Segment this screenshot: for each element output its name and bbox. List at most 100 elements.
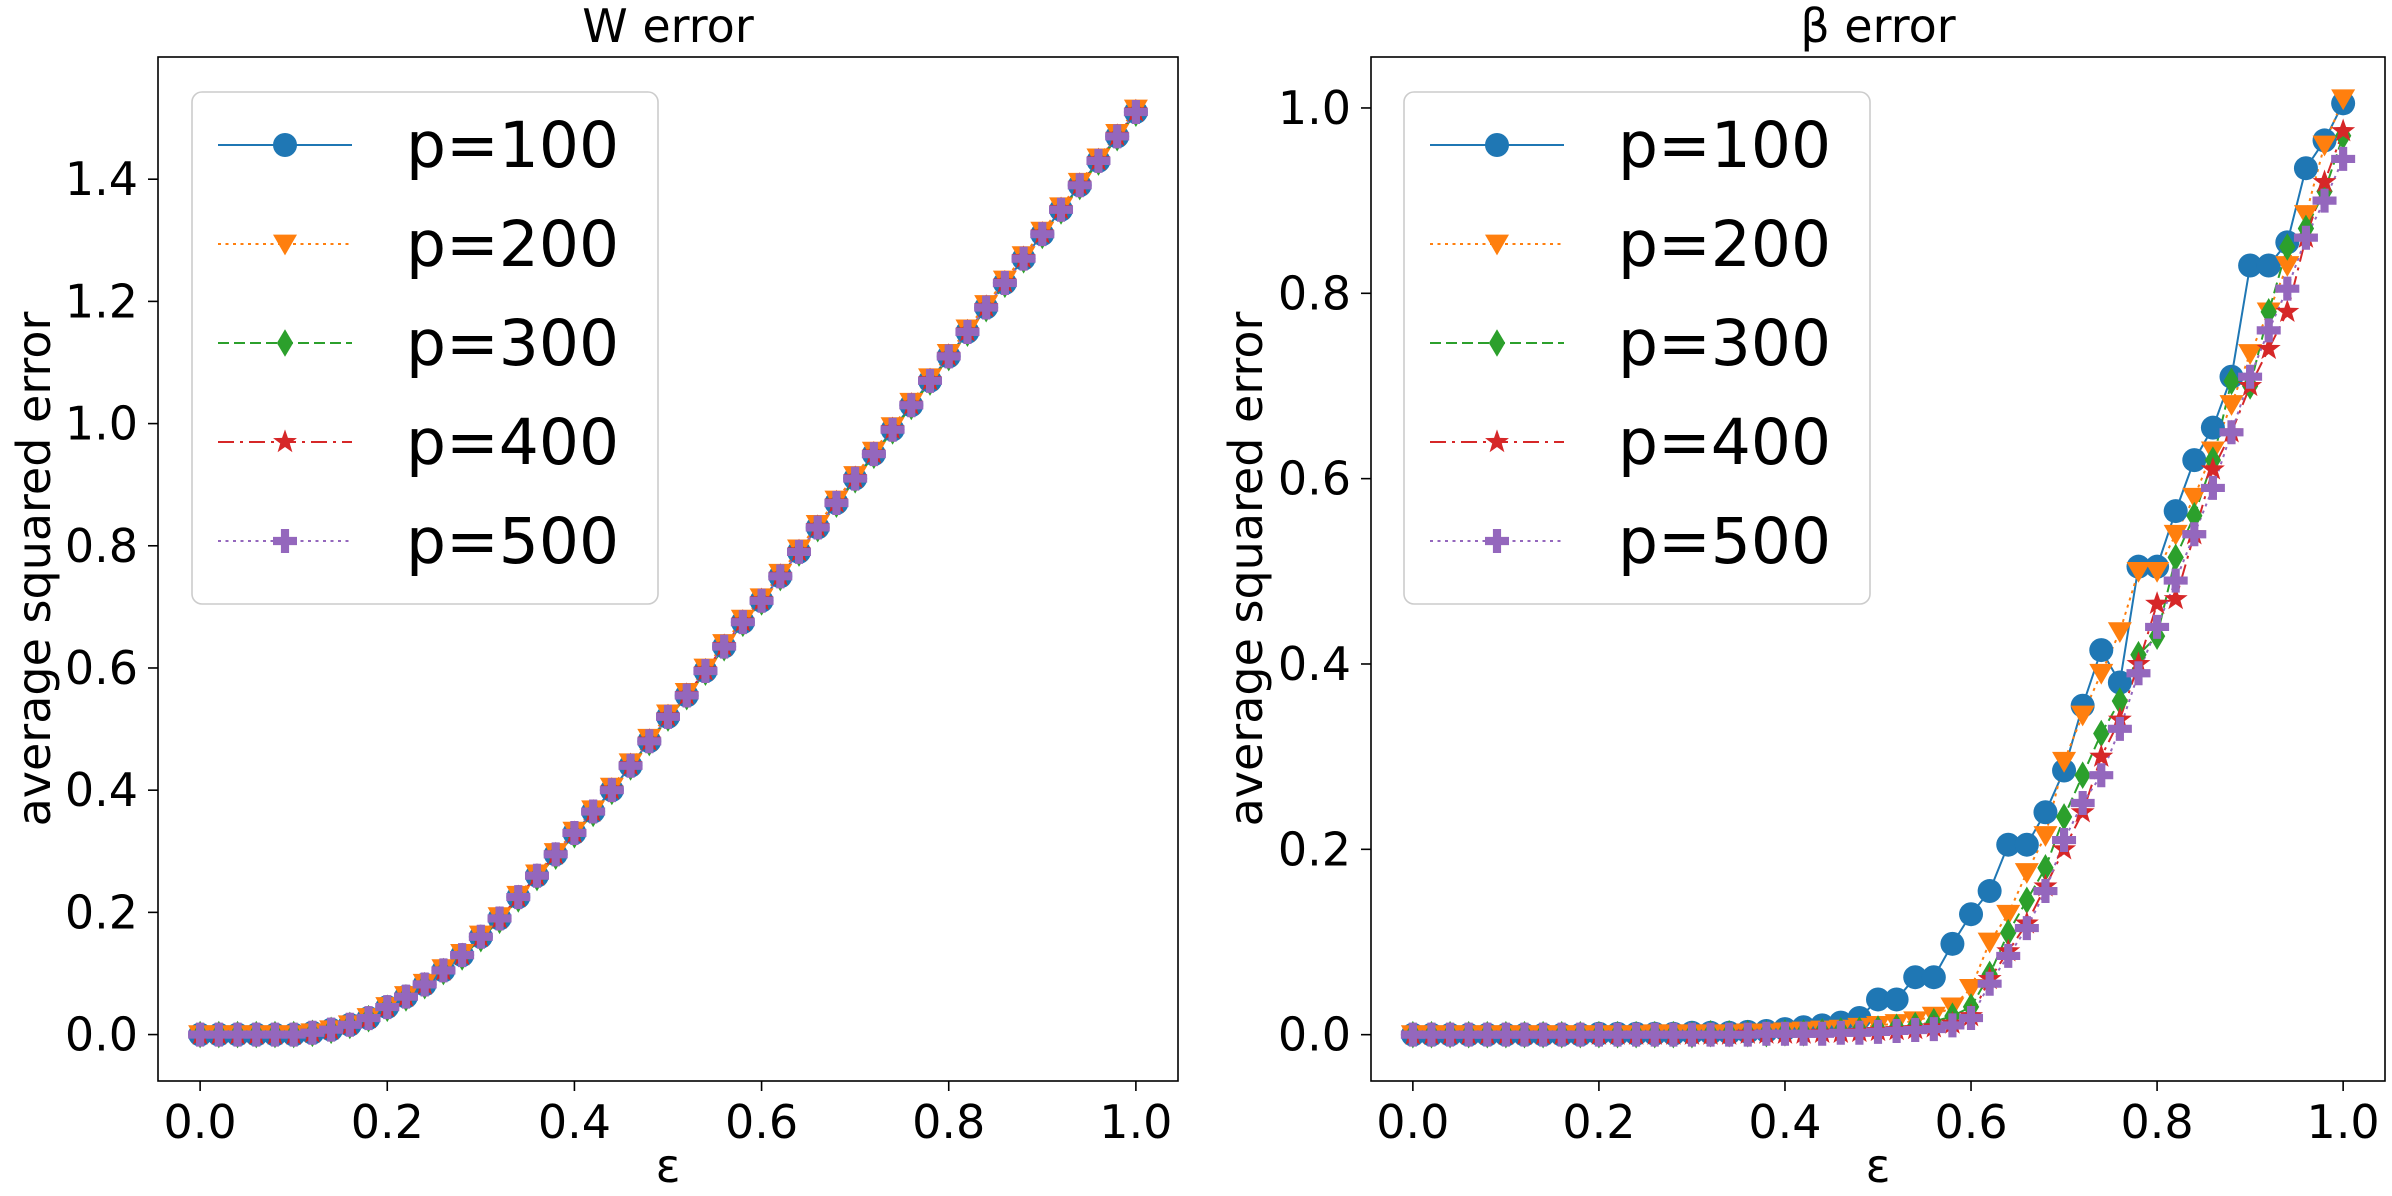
data-point — [599, 778, 624, 803]
data-point — [1996, 904, 2021, 926]
data-point — [1977, 879, 2002, 904]
legend-label: p=400 — [1618, 406, 1831, 479]
data-point — [281, 1022, 306, 1047]
data-point — [2167, 543, 2184, 572]
data-point — [2238, 344, 2263, 365]
legend-marker — [1485, 234, 1509, 256]
data-point — [768, 564, 793, 589]
data-point — [2093, 719, 2110, 748]
data-point — [1996, 832, 2021, 857]
legend-label: p=200 — [1618, 208, 1831, 281]
data-point — [2238, 253, 2263, 278]
y-tick-label: 0.2 — [65, 885, 138, 939]
data-point — [1067, 173, 1092, 198]
y-tick-label: 0.8 — [1278, 266, 1351, 320]
data-point — [1568, 1022, 1593, 1047]
data-point — [2145, 561, 2170, 583]
legend: p=100 p=200 p=300 p=400 p=500 — [191, 91, 659, 605]
data-point — [2107, 622, 2132, 643]
data-point — [1049, 197, 1074, 222]
data-point — [1419, 1022, 1444, 1047]
y-axis-label: average squared error — [7, 311, 61, 826]
data-point — [2089, 763, 2114, 788]
data-point — [1847, 1020, 1872, 1045]
plot-area — [1400, 89, 2356, 1049]
data-point — [2312, 135, 2337, 157]
data-point — [1791, 1021, 1816, 1046]
data-point — [656, 704, 680, 729]
data-point — [974, 295, 999, 320]
data-point — [1884, 987, 1909, 1012]
data-point — [543, 842, 568, 867]
data-point — [2052, 828, 2077, 853]
y-tick-label: 0.2 — [1278, 822, 1351, 876]
data-point — [1735, 1022, 1760, 1047]
data-point — [787, 539, 812, 564]
legend-label: p=300 — [406, 307, 619, 380]
data-point — [2275, 299, 2300, 323]
data-point — [2275, 276, 2300, 301]
plot-area — [188, 98, 1148, 1049]
data-point — [1400, 1022, 1425, 1047]
data-point — [2070, 705, 2095, 727]
data-point — [262, 1022, 287, 1047]
data-point — [1884, 1018, 1909, 1043]
legend-label: p=200 — [406, 208, 619, 281]
data-point — [2200, 456, 2225, 480]
legend-label: p=500 — [406, 505, 619, 578]
data-point — [581, 799, 606, 824]
data-point — [1512, 1022, 1537, 1047]
data-point — [1531, 1022, 1556, 1047]
data-point — [2107, 670, 2132, 695]
data-point — [2033, 879, 2058, 904]
legend-marker — [1488, 329, 1506, 357]
data-point — [2275, 256, 2300, 277]
data-point — [2126, 561, 2151, 583]
data-point — [1624, 1022, 1649, 1047]
y-tick-label: 0.6 — [1278, 452, 1351, 506]
data-point — [2331, 146, 2356, 171]
legend-marker — [276, 329, 294, 357]
data-point — [188, 1022, 213, 1047]
axes-frame — [1370, 56, 2386, 1082]
data-point — [2163, 499, 2188, 524]
data-point — [1903, 965, 1928, 990]
data-point — [955, 319, 980, 344]
data-point — [2256, 336, 2281, 360]
x-tick-label: 0.6 — [725, 1095, 798, 1149]
data-point — [506, 885, 531, 910]
data-point — [1549, 1022, 1574, 1047]
data-point — [337, 1012, 362, 1037]
legend-marker — [273, 429, 297, 453]
data-point — [2182, 522, 2207, 547]
data-point — [2070, 790, 2095, 815]
data-point — [861, 442, 886, 467]
data-point — [805, 515, 830, 540]
x-axis-label: ε — [1866, 1139, 1891, 1193]
data-point — [2331, 89, 2356, 111]
data-point — [375, 995, 400, 1020]
data-point — [524, 863, 549, 888]
data-point — [899, 393, 924, 418]
data-point — [2182, 487, 2207, 509]
data-point — [412, 972, 437, 997]
legend: p=100 p=200 p=300 p=400 p=500 — [1403, 91, 1871, 605]
data-point — [2014, 916, 2039, 941]
y-tick-label: 0.0 — [65, 1008, 138, 1062]
data-point — [2089, 663, 2114, 685]
data-point — [2312, 188, 2337, 213]
data-point — [1438, 1022, 1463, 1047]
data-point — [2163, 568, 2188, 593]
data-point — [2037, 854, 2054, 882]
data-point — [2182, 448, 2207, 473]
y-tick-label: 0.0 — [1278, 1008, 1351, 1062]
data-point — [1810, 1021, 1835, 1046]
x-tick-label: 0.4 — [538, 1095, 611, 1149]
data-point — [393, 984, 418, 1009]
beta-error-panel: β error 0.0 0.2 0.4 0.6 0.8 1.0 0.0 0.2 0.4 0.6 0.8… — [1219, 0, 2386, 1193]
chart-title: β error — [1800, 0, 1955, 53]
data-point — [2256, 253, 2281, 278]
data-point — [1679, 1022, 1704, 1047]
data-point — [2256, 318, 2281, 343]
